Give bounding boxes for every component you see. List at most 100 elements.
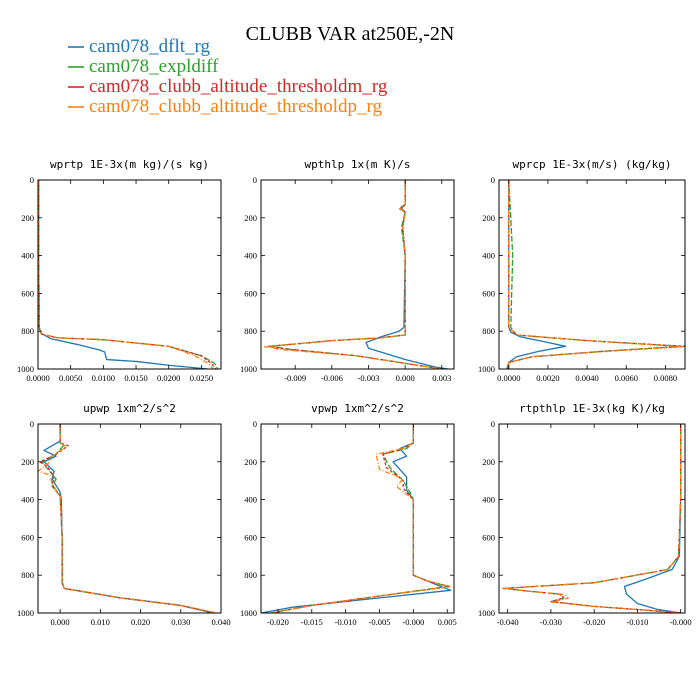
x-tick-label: 0.003 [432,373,451,383]
y-tick-label: 800 [244,570,257,580]
y-tick-label: 600 [244,288,257,298]
y-tick-label: 400 [482,251,495,261]
plot-frame [498,179,686,370]
y-tick-label: 400 [244,495,257,505]
series-line-3 [271,424,452,613]
figure-title: CLUBB VAR at250E,-2N [246,23,455,45]
x-tick-label: -0.000 [402,617,424,627]
y-tick-label: 600 [482,288,495,298]
x-tick-label: 0.000 [51,617,70,627]
y-tick-label: 1000 [240,364,257,374]
series-line-1 [271,424,448,613]
x-tick-label: 0.0050 [59,373,82,383]
x-tick-label: 0.0080 [654,373,677,383]
y-tick-label: 0 [30,175,34,185]
chart-panel: vpwp 1xm^2/s^2 -0.020 -0.015 -0.010 -0.005 -0… [240,402,457,627]
series-line-1 [502,424,682,613]
x-tick-label: 0.0200 [157,373,180,383]
y-tick-label: 400 [21,251,34,261]
y-tick-label: 0 [491,419,495,429]
y-tick-label: 1000 [478,608,495,618]
x-tick-label: -0.000 [670,617,692,627]
series-line-2 [502,424,682,613]
y-tick-label: 800 [21,570,34,580]
series-line-3 [508,180,684,369]
y-tick-label: 600 [21,532,34,542]
panel-title: wprtp 1E-3x(m kg)/(s kg) [50,158,209,171]
y-tick-label: 1000 [478,364,495,374]
y-tick-label: 400 [244,251,257,261]
series-line-2 [271,424,452,613]
x-tick-label: 0.0250 [190,373,213,383]
plot-frame [498,423,686,614]
x-tick-label: 0.010 [91,617,110,627]
series-line-1 [270,180,442,369]
series-line-3 [38,424,218,613]
y-tick-label: 200 [244,457,257,467]
x-tick-label: -0.020 [267,617,289,627]
x-tick-label: -0.020 [583,617,605,627]
series-line-0 [506,180,567,369]
y-tick-label: 0 [253,175,257,185]
series-line-3 [264,180,442,369]
y-tick-label: 600 [482,532,495,542]
x-tick-label: 0.005 [438,617,457,627]
x-tick-label: -0.015 [301,617,323,627]
y-tick-label: 600 [244,532,257,542]
x-tick-label: -0.009 [284,373,306,383]
x-tick-label: -0.010 [626,617,648,627]
y-tick-label: 400 [21,495,34,505]
y-tick-label: 0 [491,175,495,185]
y-tick-label: 200 [244,213,257,223]
x-tick-label: -0.040 [497,617,519,627]
chart-panel: rtpthlp 1E-3x(kg K)/kg -0.040 -0.030 -0.020… [478,402,692,627]
x-tick-label: 0.030 [171,617,190,627]
x-tick-label: -0.030 [540,617,562,627]
panel-title: upwp 1xm^2/s^2 [83,402,176,415]
x-tick-label: 0.040 [211,617,230,627]
y-tick-label: 1000 [17,364,34,374]
series-line-3 [38,180,214,369]
legend-entry: cam078_clubb_altitude_thresholdp_rg [89,96,383,117]
x-tick-label: -0.010 [335,617,357,627]
x-tick-label: -0.003 [358,373,380,383]
panel-title: wprcp 1E-3x(m/s) (kg/kg) [513,158,672,171]
plot-frame [37,423,222,614]
y-tick-label: 800 [482,326,495,336]
legend-entry: cam078_dflt_rg [89,36,211,57]
series-line-0 [261,424,452,613]
chart-panel: wprcp 1E-3x(m/s) (kg/kg) 0.0000 0.0020 0.00… [478,158,686,383]
x-tick-label: 0.0150 [124,373,147,383]
series-line-1 [41,424,216,613]
y-tick-label: 800 [482,570,495,580]
x-tick-label: 0.0040 [575,373,598,383]
plot-frame [260,423,455,614]
y-tick-label: 0 [253,419,257,429]
series-line-2 [39,424,216,613]
y-tick-label: 1000 [17,608,34,618]
series-line-0 [365,180,448,369]
y-tick-label: 200 [21,457,34,467]
y-tick-label: 0 [30,419,34,429]
x-tick-label: 0.0000 [26,373,49,383]
y-tick-label: 800 [21,326,34,336]
plot-frame [260,179,455,370]
series-line-0 [38,180,208,369]
chart-panel: wpthlp 1x(m K)/s -0.009 -0.006 -0.003 0.000 0… [240,158,455,383]
y-tick-label: 1000 [240,608,257,618]
panel-title: wpthlp 1x(m K)/s [305,158,411,171]
x-tick-label: 0.0000 [497,373,520,383]
x-tick-label: -0.006 [321,373,343,383]
y-tick-label: 400 [482,495,495,505]
chart-panel: wprtp 1E-3x(m kg)/(s kg) 0.0000 0.0050 0.01… [17,158,222,383]
series-line-1 [38,180,219,369]
panel-title: vpwp 1xm^2/s^2 [311,402,404,415]
y-tick-label: 200 [482,213,495,223]
series-line-0 [623,424,682,613]
chart-panel: upwp 1xm^2/s^2 0.000 0.010 0.020 0.030 0.040 0… [17,402,231,627]
panel-title: rtpthlp 1E-3x(kg K)/kg [519,402,665,415]
legend-entry: cam078_expldiff [89,56,219,77]
x-tick-label: 0.020 [131,617,150,627]
x-tick-label: 0.000 [396,373,415,383]
